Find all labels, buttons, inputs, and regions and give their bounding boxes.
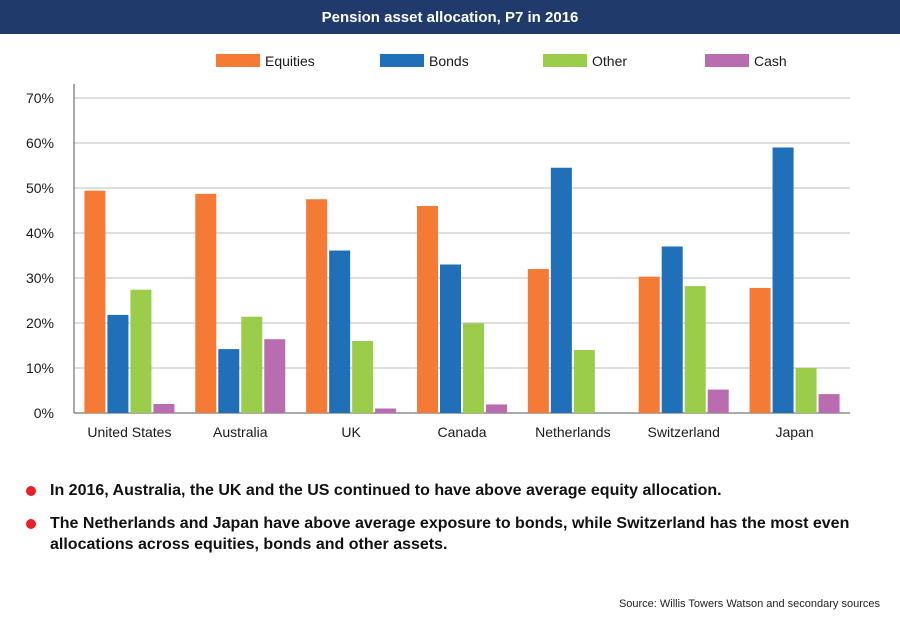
y-tick-label: 60% xyxy=(26,135,54,151)
bar-bonds xyxy=(550,167,572,413)
legend-label: Other xyxy=(592,53,627,69)
x-tick-label: Switzerland xyxy=(648,424,720,440)
bar-cash xyxy=(264,339,286,413)
bar-other xyxy=(130,289,152,413)
bar-other xyxy=(463,323,484,413)
key-point-text: The Netherlands and Japan have above ave… xyxy=(50,515,850,553)
chart-title-bar: Pension asset allocation, P7 in 2016 xyxy=(0,0,900,34)
legend-swatch xyxy=(543,54,587,67)
bar-chart: 0% 10% 20% 30% 40% 50% 60% 70% United States Aust… xyxy=(26,53,850,440)
bar-equities xyxy=(195,193,217,413)
bar-other xyxy=(684,286,706,413)
bar-cash xyxy=(153,404,175,413)
x-tick-label: Japan xyxy=(775,424,813,440)
legend-swatch xyxy=(380,54,424,67)
y-tick-label: 0% xyxy=(34,405,54,421)
bar-other xyxy=(573,350,595,413)
legend-label: Equities xyxy=(265,53,315,69)
bar-bonds xyxy=(440,264,461,413)
x-tick-label: Netherlands xyxy=(535,424,611,440)
bar-bonds xyxy=(329,250,351,413)
legend-label: Cash xyxy=(754,53,787,69)
bar-equities xyxy=(306,199,328,413)
bar-other xyxy=(241,316,263,413)
source-note: Source: Willis Towers Watson and seconda… xyxy=(618,598,880,610)
key-points: In 2016, Australia, the UK and the US co… xyxy=(22,480,882,567)
bar-bonds xyxy=(772,147,794,413)
bar-other xyxy=(352,341,374,413)
legend-swatch xyxy=(216,54,260,67)
bar-equities xyxy=(84,190,106,413)
bar-equities xyxy=(417,206,438,413)
x-tick-label: Canada xyxy=(437,424,486,440)
bar-cash xyxy=(818,394,840,413)
y-tick-label: 30% xyxy=(26,270,54,286)
x-tick-label: UK xyxy=(341,424,361,440)
y-tick-label: 20% xyxy=(26,315,54,331)
bar-bonds xyxy=(218,349,240,413)
key-point-text: In 2016, Australia, the UK and the US co… xyxy=(50,482,722,499)
bar-other xyxy=(795,368,817,413)
bar-bonds xyxy=(661,246,683,413)
bar-bonds xyxy=(107,314,129,413)
legend-label: Bonds xyxy=(429,53,469,69)
bar-cash xyxy=(486,404,507,413)
key-point: The Netherlands and Japan have above ave… xyxy=(22,513,882,555)
bullet-dot-icon xyxy=(26,519,36,529)
key-point: In 2016, Australia, the UK and the US co… xyxy=(22,480,882,501)
bar-equities xyxy=(527,269,549,413)
x-tick-label: Australia xyxy=(213,424,268,440)
bullet-dot-icon xyxy=(26,486,36,496)
y-tick-label: 40% xyxy=(26,225,54,241)
bar-equities xyxy=(638,276,660,413)
bar-cash xyxy=(375,408,397,413)
bar-equities xyxy=(749,287,771,413)
x-tick-label: United States xyxy=(87,424,171,440)
legend-swatch xyxy=(705,54,749,67)
y-tick-label: 50% xyxy=(26,180,54,196)
bar-cash xyxy=(707,389,729,413)
y-tick-label: 10% xyxy=(26,360,54,376)
chart-title: Pension asset allocation, P7 in 2016 xyxy=(321,8,579,26)
y-tick-label: 70% xyxy=(26,90,54,106)
